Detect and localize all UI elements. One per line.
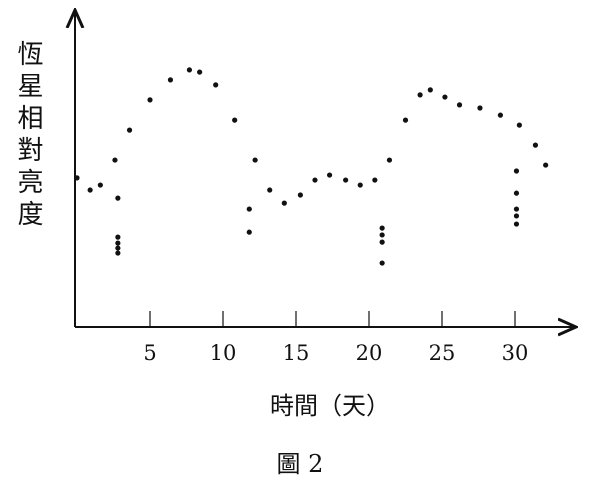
point	[513, 206, 520, 212]
point	[379, 239, 385, 245]
point	[372, 177, 378, 183]
point	[197, 69, 203, 75]
point	[167, 77, 174, 83]
x-tick-label: 30	[502, 341, 529, 365]
point	[97, 182, 103, 188]
point	[442, 94, 448, 100]
point	[115, 245, 121, 251]
point	[386, 157, 393, 163]
point	[115, 234, 121, 240]
point	[232, 117, 238, 123]
point	[115, 195, 121, 201]
y-axis-label: 恆星相對亮度	[13, 40, 43, 232]
point	[516, 122, 522, 128]
point	[427, 87, 433, 93]
point	[532, 142, 539, 148]
point	[456, 102, 463, 108]
point	[513, 190, 520, 196]
point	[543, 162, 549, 168]
point	[417, 92, 423, 98]
x-tick-label: 15	[283, 341, 310, 365]
point	[343, 177, 349, 183]
point	[147, 97, 153, 103]
point	[379, 260, 385, 266]
point	[213, 82, 219, 88]
caption: 圖 2	[277, 450, 324, 478]
point	[115, 240, 121, 246]
point	[497, 112, 503, 118]
point	[112, 157, 118, 163]
point	[379, 232, 385, 238]
point	[312, 177, 318, 183]
point	[326, 172, 333, 178]
x-tick-label: 5	[143, 341, 156, 365]
x-axis-label: 時間（天）	[270, 392, 390, 420]
point	[186, 67, 193, 73]
point	[281, 200, 287, 206]
point	[513, 221, 520, 227]
x-tick-label: 20	[356, 341, 383, 365]
point	[513, 168, 520, 174]
point	[379, 225, 385, 231]
point	[246, 206, 252, 212]
x-tick-label: 10	[210, 341, 237, 365]
point	[74, 175, 80, 181]
point	[477, 105, 483, 111]
point	[267, 187, 273, 193]
point	[115, 250, 121, 256]
x-tick-label: 25	[429, 341, 456, 365]
point	[87, 187, 93, 193]
point	[513, 213, 520, 219]
point	[252, 157, 258, 163]
point	[357, 182, 363, 188]
point	[402, 117, 409, 123]
point	[297, 192, 303, 198]
point	[126, 127, 133, 133]
point	[246, 229, 252, 235]
